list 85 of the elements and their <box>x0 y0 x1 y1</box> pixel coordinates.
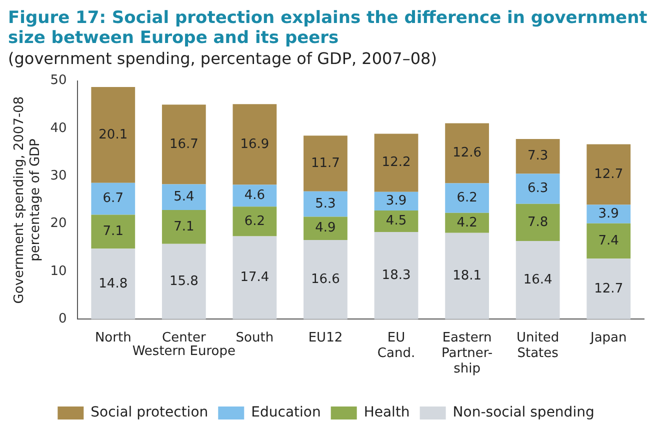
bar <box>445 183 489 213</box>
data-label: 12.2 <box>382 155 411 170</box>
data-label: 3.9 <box>386 194 407 209</box>
bar <box>232 236 277 320</box>
x-tick-label: Center <box>162 330 206 346</box>
bar <box>91 214 136 249</box>
bar <box>516 204 560 242</box>
legend-label: Non-social spending <box>452 404 594 421</box>
bar <box>162 184 206 210</box>
data-label: 11.7 <box>311 156 340 171</box>
bar <box>232 206 277 236</box>
chart-subtitle: (government spending, percentage of GDP, 2007–08) <box>8 48 438 70</box>
bar <box>374 210 418 232</box>
y-tick-label: 0 <box>58 312 67 327</box>
data-label: 18.3 <box>382 268 411 283</box>
legend-label: Social protection <box>90 404 208 421</box>
bar <box>445 232 489 320</box>
bar <box>516 138 560 174</box>
y-tick-label: 20 <box>50 216 67 232</box>
bar <box>445 212 489 233</box>
data-label: 12.6 <box>452 146 482 161</box>
bar <box>232 104 277 185</box>
data-label: 4.2 <box>456 215 478 230</box>
x-tick-label: United States <box>516 330 560 361</box>
bar <box>374 232 418 320</box>
bar <box>162 210 206 244</box>
data-label: 7.1 <box>174 219 194 234</box>
data-label: 4.6 <box>244 188 266 204</box>
data-label: 16.6 <box>311 272 340 287</box>
x-tick-label: EU12 <box>308 330 343 346</box>
data-label: 12.7 <box>594 281 624 296</box>
bar <box>304 216 348 240</box>
bar <box>304 191 348 217</box>
bar <box>304 136 348 192</box>
data-label: 4.5 <box>386 214 407 229</box>
data-label: 16.9 <box>240 136 270 152</box>
data-label: 16.7 <box>169 136 198 152</box>
data-label: 15.8 <box>169 274 198 289</box>
data-label: 4.9 <box>315 220 336 236</box>
data-label: 20.1 <box>98 127 128 142</box>
data-label: 7.3 <box>527 148 548 164</box>
y-tick-label: 10 <box>50 264 67 279</box>
data-label: 6.2 <box>456 190 478 206</box>
bar <box>162 104 206 184</box>
data-label: 7.4 <box>598 233 619 248</box>
data-label: 3.9 <box>598 206 619 222</box>
legend-label: Education <box>251 404 321 421</box>
data-label: 6.7 <box>102 191 124 206</box>
bar <box>586 223 631 259</box>
x-tick-label: North <box>94 330 132 346</box>
bar <box>91 248 136 320</box>
bar <box>586 144 631 205</box>
bar <box>516 241 560 320</box>
data-label: 6.2 <box>244 214 266 229</box>
text: Western Europe <box>132 344 236 360</box>
bar <box>586 204 631 224</box>
x-tick-label: EU Cand. <box>377 330 416 361</box>
legend-label: Health <box>364 404 410 421</box>
y-tick-label: 50 <box>50 73 67 88</box>
data-label: 14.8 <box>98 276 128 292</box>
bar <box>586 258 631 320</box>
y-tick-label: 30 <box>50 168 67 184</box>
data-label: 18.1 <box>452 268 482 284</box>
bar <box>516 174 560 204</box>
chart-title: Figure 17: Social protection explains the difference in government size between Europe and its peers <box>8 8 648 48</box>
bar <box>91 87 136 183</box>
bar <box>304 240 348 320</box>
data-label: 12.7 <box>594 166 624 182</box>
data-label: 5.3 <box>315 196 336 212</box>
data-label: 7.8 <box>527 214 548 230</box>
bar <box>232 184 277 207</box>
bar <box>91 182 136 215</box>
y-tick-label: 40 <box>50 120 67 136</box>
data-label: 6.3 <box>527 181 548 196</box>
x-tick-label: Eastern Partner-ship <box>441 330 493 377</box>
x-tick-label: South <box>236 330 274 346</box>
data-label: 16.4 <box>523 272 552 288</box>
bar <box>374 134 418 192</box>
data-label: 7.1 <box>102 224 124 240</box>
bar <box>445 123 489 184</box>
x-tick-label: Japan <box>589 330 627 346</box>
bar <box>162 244 206 320</box>
y-axis-title: Government spending, 2007-08 percentage of GDP <box>12 96 43 304</box>
data-label: 5.4 <box>174 190 194 205</box>
data-label: 17.4 <box>240 270 270 286</box>
